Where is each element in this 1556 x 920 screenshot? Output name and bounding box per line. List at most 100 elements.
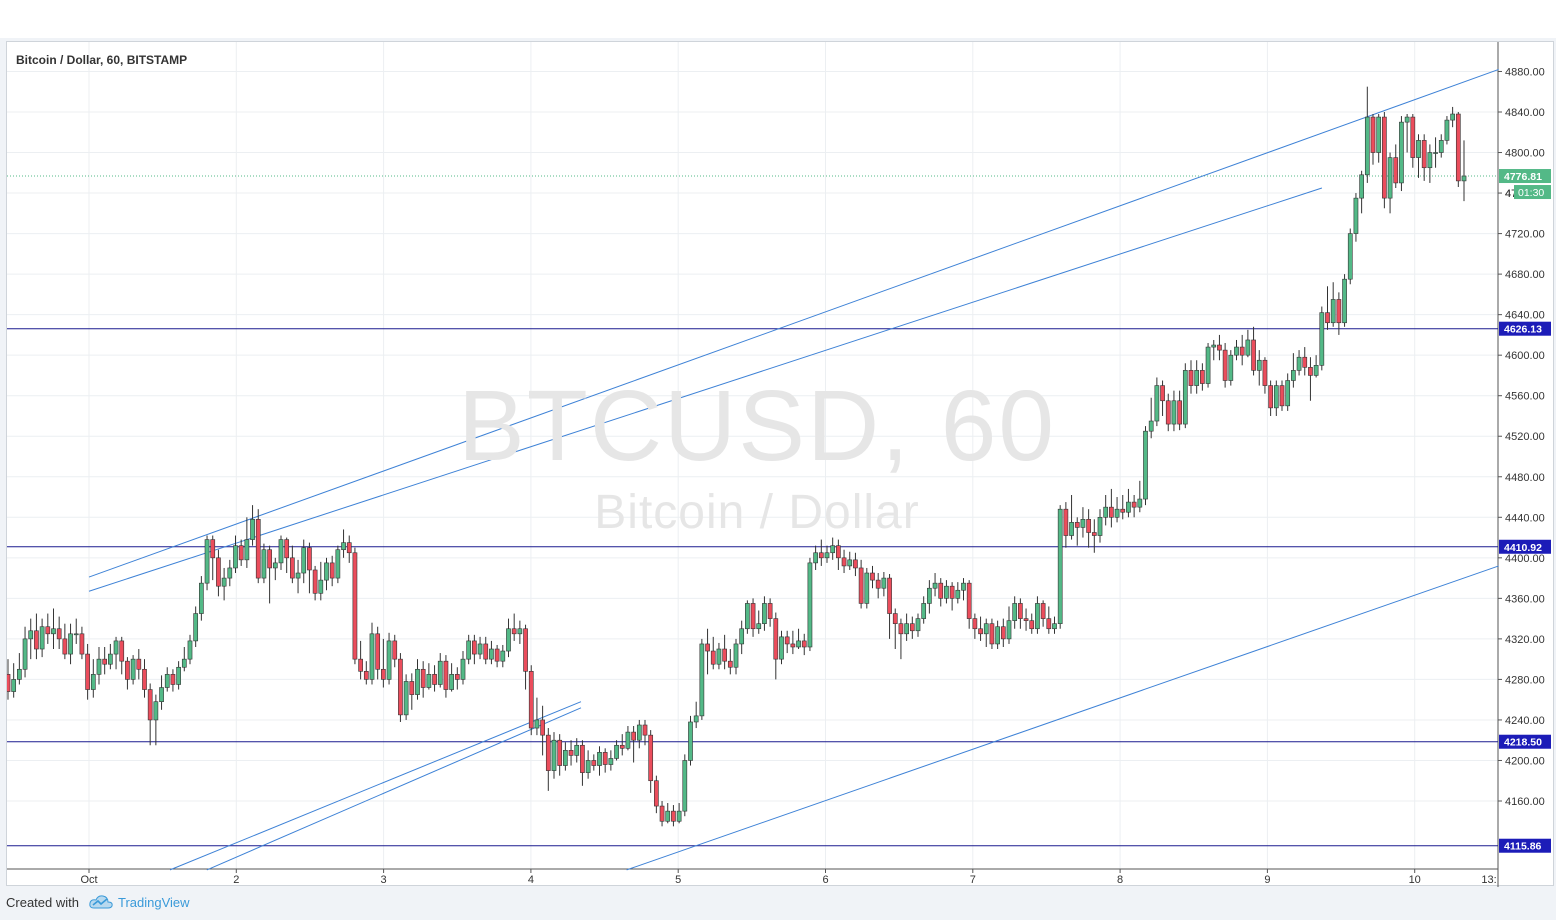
candle	[295, 559, 301, 594]
candle	[255, 509, 261, 584]
candle	[1325, 286, 1330, 330]
candle	[665, 803, 671, 824]
candle	[1342, 274, 1347, 327]
candle	[386, 632, 392, 685]
candle-body	[1262, 359, 1268, 386]
candle-body	[375, 633, 381, 670]
candle	[199, 576, 204, 621]
candle-body	[1330, 299, 1336, 324]
x-tick-label: 8	[1117, 874, 1123, 886]
candle	[875, 573, 881, 599]
candle-body	[1268, 385, 1273, 409]
candle-body	[85, 653, 90, 690]
tradingview-cloud-icon[interactable]	[88, 892, 114, 912]
candlestick-chart[interactable]: 4160.00 4200.00 4240.00 4280.00 4320.00 4360.…	[7, 42, 1555, 887]
candle-body	[420, 668, 426, 688]
candle-body	[1006, 620, 1012, 640]
y-tick-label: 4240.00	[1505, 715, 1545, 727]
candle	[329, 555, 335, 587]
candle-body	[1387, 157, 1393, 199]
candle-body	[1393, 157, 1399, 184]
chart-frame[interactable]: 4160.00 4200.00 4240.00 4280.00 4320.00 4360.…	[6, 41, 1555, 887]
candle	[489, 640, 494, 665]
candle	[1035, 596, 1040, 634]
candle	[523, 624, 528, 690]
candle	[1228, 350, 1234, 386]
candle	[568, 740, 574, 766]
candle-body	[813, 552, 818, 564]
watermark-description: Bitcoin / Dollar	[594, 486, 920, 539]
candle	[642, 719, 648, 746]
candle-body	[801, 640, 807, 648]
candle	[551, 732, 557, 779]
candle-body	[437, 660, 443, 685]
candle-body	[1126, 501, 1131, 513]
candle-body	[836, 545, 841, 559]
candle-body	[688, 721, 693, 761]
candle	[1296, 350, 1302, 376]
candle-body	[642, 724, 648, 736]
candle	[671, 805, 676, 827]
trendline	[206, 707, 582, 871]
candle	[830, 537, 836, 560]
candle	[1222, 343, 1228, 388]
candle	[437, 653, 443, 688]
candle-body	[517, 628, 523, 635]
candle-body	[966, 582, 972, 619]
candle	[233, 535, 238, 574]
candle-body	[1291, 370, 1296, 381]
candle-body	[7, 674, 11, 692]
candle-body	[705, 643, 710, 652]
candle	[176, 661, 181, 690]
candle-body	[307, 547, 312, 571]
candle-body	[1296, 356, 1302, 371]
candle	[813, 545, 818, 570]
candle	[659, 801, 665, 827]
candle	[244, 517, 250, 568]
candle-body	[1461, 175, 1467, 182]
candle	[477, 636, 483, 660]
candle-body	[1325, 312, 1330, 324]
candle-body	[779, 636, 784, 660]
candle-body	[472, 640, 477, 655]
candle-body	[73, 633, 79, 636]
candle-body	[79, 633, 85, 655]
candle	[801, 633, 807, 656]
candle	[1302, 347, 1308, 376]
candle	[1148, 397, 1154, 439]
candle-body	[68, 633, 73, 655]
symbol-title[interactable]: Bitcoin / Dollar, 60, BITSTAMP	[16, 53, 188, 67]
candle	[153, 694, 159, 746]
candle-body	[989, 623, 995, 645]
candle	[927, 580, 932, 614]
candle	[790, 630, 796, 655]
candle-body	[790, 643, 796, 648]
candle	[170, 669, 176, 692]
level-label: 4115.86	[1504, 841, 1542, 853]
candle	[136, 649, 142, 680]
tradingview-brand-link[interactable]: TradingView	[118, 895, 190, 910]
candle-body	[187, 640, 193, 660]
candle-body	[1165, 400, 1171, 425]
candle-body	[210, 539, 216, 559]
candle	[1399, 116, 1404, 192]
candle-body	[608, 758, 614, 765]
candle-body	[130, 658, 136, 680]
candle	[625, 726, 631, 751]
candle	[1211, 339, 1217, 361]
candle-body	[1086, 519, 1091, 533]
candle-body	[875, 579, 881, 589]
candle	[449, 663, 454, 692]
candle-body	[784, 636, 790, 645]
candle-body	[125, 660, 130, 680]
candle-body	[17, 668, 22, 680]
candle-body	[494, 648, 500, 662]
candle-body	[181, 658, 187, 668]
candle	[7, 659, 11, 700]
candle	[631, 726, 636, 763]
candle-body	[1421, 140, 1427, 169]
candle	[1143, 426, 1148, 506]
candle	[1364, 86, 1370, 183]
candle-body	[1336, 299, 1342, 324]
